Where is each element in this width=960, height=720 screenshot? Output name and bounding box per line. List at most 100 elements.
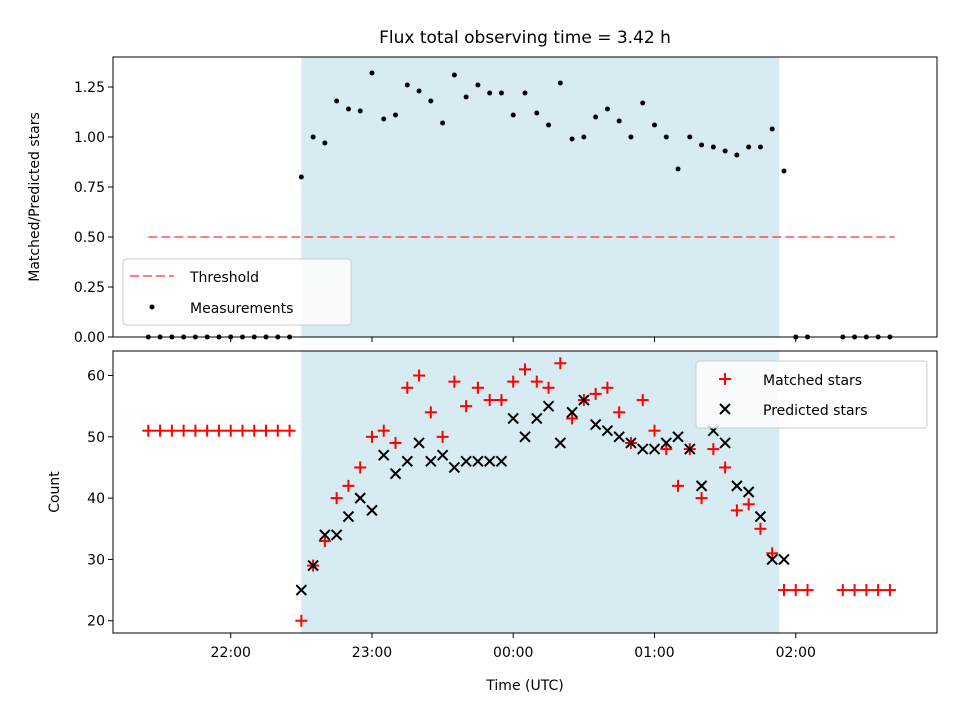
x-tick-label: 02:00 <box>776 645 816 661</box>
matched-star-point <box>377 424 390 437</box>
measurement-point <box>616 118 622 124</box>
top-legend: Threshold Measurements <box>122 258 352 326</box>
matched-star-point <box>295 614 308 627</box>
predicted-star-point <box>754 510 767 523</box>
predicted-star-point <box>554 437 567 449</box>
bottom-y-tick-label: 30 <box>87 552 105 568</box>
predicted-star-point <box>507 412 519 425</box>
predicted-star-point <box>366 504 378 517</box>
measurement-point <box>604 106 610 112</box>
measurement-point <box>699 142 705 148</box>
legend-predicted-label: Predicted stars <box>763 403 868 419</box>
predicted-star-point <box>436 449 449 461</box>
matched-star-point <box>766 547 779 560</box>
legend-measurements-label: Measurements <box>190 301 293 317</box>
bottom-y-ticks: 20 30 40 50 60 <box>87 369 113 630</box>
measurement-point <box>781 168 787 174</box>
measurement-point <box>710 144 716 150</box>
bottom-panel: 20 30 40 50 60 22:00 23:00 00:00 01:00 02:00 Cou… <box>47 350 938 694</box>
predicted-star-point <box>425 455 437 468</box>
matched-star-point <box>554 357 567 370</box>
predicted-star-point <box>766 553 778 566</box>
predicted-star-point <box>342 510 355 523</box>
measurement-point <box>757 144 763 150</box>
matched-star-point <box>648 424 661 437</box>
measurement-point <box>687 134 693 140</box>
measurement-point <box>440 120 446 126</box>
measurement-point <box>581 134 587 140</box>
top-y-tick-label: 0.75 <box>74 180 105 196</box>
measurement-point <box>746 144 752 150</box>
measurement-point <box>722 148 728 154</box>
predicted-star-point <box>589 418 602 431</box>
matched-star-point <box>742 498 755 511</box>
matched-star-point <box>660 443 673 456</box>
matched-star-point <box>507 375 520 388</box>
bottom-y-tick-label: 50 <box>87 430 105 446</box>
top-y-axis-label: Matched/Predicted stars <box>27 112 43 282</box>
matched-star-point <box>401 381 414 394</box>
legend-matched-label: Matched stars <box>763 373 862 389</box>
measurement-point <box>675 166 681 172</box>
measurement-point <box>428 98 434 104</box>
predicted-star-point <box>731 480 743 492</box>
measurement-point <box>734 152 740 158</box>
matched-star-point <box>448 375 461 388</box>
predicted-star-point <box>566 406 578 419</box>
matched-star-point <box>707 443 720 456</box>
matched-star-point <box>883 584 896 597</box>
predicted-star-point <box>401 455 413 468</box>
bottom-legend-box <box>695 360 928 429</box>
matched-star-point <box>330 492 343 505</box>
matched-star-point <box>154 424 167 437</box>
predicted-star-point <box>625 437 637 449</box>
matched-star-point <box>530 375 543 388</box>
top-y-tick-label: 0.25 <box>74 280 105 296</box>
predicted-stars-points <box>295 394 790 596</box>
measurement-point <box>769 126 775 132</box>
predicted-star-point <box>307 559 319 572</box>
matched-star-point <box>342 479 355 492</box>
legend-predicted-swatch <box>719 403 731 415</box>
predicted-star-point <box>695 480 708 492</box>
matched-star-point <box>471 381 484 394</box>
measurement-point <box>369 70 375 76</box>
predicted-star-point <box>495 455 508 468</box>
measurement-point <box>640 100 646 106</box>
predicted-star-point <box>660 437 672 449</box>
top-axes-frame <box>112 56 938 338</box>
predicted-star-point <box>648 443 661 455</box>
predicted-star-point <box>354 492 366 504</box>
measurement-point <box>651 122 657 128</box>
x-tick-label: 22:00 <box>211 645 251 661</box>
matched-star-point <box>519 363 531 376</box>
matched-stars-points <box>142 357 896 627</box>
measurement-point <box>451 72 457 78</box>
matched-star-point <box>789 584 802 597</box>
bottom-y-tick-label: 20 <box>87 614 105 630</box>
predicted-star-point <box>378 449 390 461</box>
predicted-star-point <box>719 437 731 449</box>
measurement-point <box>475 82 481 88</box>
bottom-y-tick-label: 60 <box>87 369 105 385</box>
predicted-star-point <box>672 431 684 443</box>
matched-star-point <box>777 584 790 597</box>
top-y-tick-label: 0.00 <box>74 330 105 346</box>
measurement-point <box>357 108 363 114</box>
predicted-star-point <box>637 443 649 455</box>
predicted-star-point <box>319 529 331 541</box>
measurement-point <box>416 88 422 94</box>
measurement-point <box>546 122 552 128</box>
measurement-point <box>510 112 516 118</box>
matched-star-point <box>801 584 814 597</box>
matched-star-point <box>754 522 767 535</box>
measurement-point <box>569 136 575 142</box>
measurement-point <box>393 112 399 118</box>
x-axis-label: Time (UTC) <box>485 678 563 694</box>
matched-star-point <box>318 535 331 548</box>
measurement-point <box>663 134 669 140</box>
measurement-point <box>557 80 563 86</box>
matched-star-point <box>413 369 426 382</box>
matched-star-point <box>495 394 508 407</box>
